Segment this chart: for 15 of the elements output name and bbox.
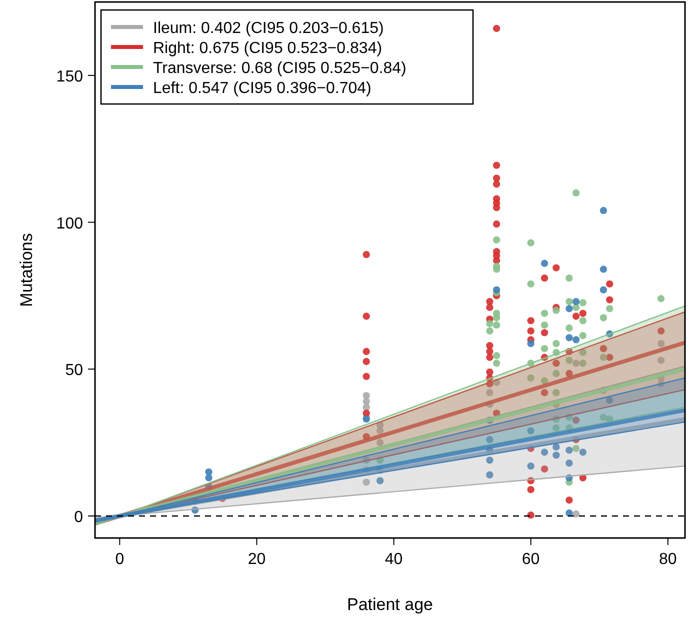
x-axis-title: Patient age xyxy=(346,595,434,614)
legend-label: Left: 0.547 (CI95 0.396−0.704) xyxy=(153,80,372,97)
y-tick-label: 50 xyxy=(65,362,84,380)
legend-label: Transverse: 0.68 (CI95 0.525−0.84) xyxy=(153,60,406,77)
x-tick-label: 0 xyxy=(115,551,124,568)
x-tick-label: 40 xyxy=(384,551,403,568)
y-tick-label: 0 xyxy=(74,508,84,526)
legend-label: Right: 0.675 (CI95 0.523−0.834) xyxy=(153,40,382,57)
y-tick-label: 100 xyxy=(56,215,84,232)
y-axis-title: Mutations xyxy=(17,233,36,307)
x-tick-label: 20 xyxy=(248,551,266,568)
x-tick-label: 60 xyxy=(522,551,540,568)
y-tick-label: 150 xyxy=(56,68,84,86)
x-tick-label: 80 xyxy=(658,551,677,568)
legend-label: Ileum: 0.402 (CI95 0.203−0.615) xyxy=(153,20,384,37)
